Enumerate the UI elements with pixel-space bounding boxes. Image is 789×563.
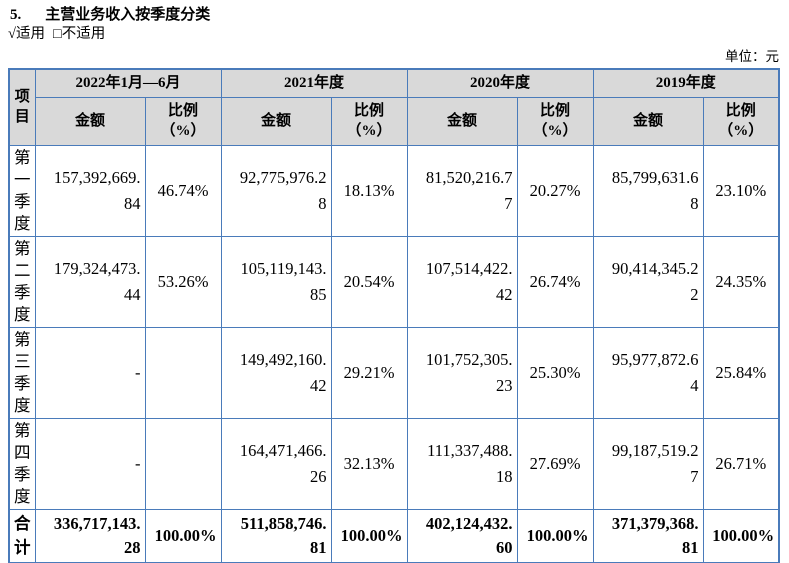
row-item-label: 第一季度: [8, 144, 36, 237]
amount-cell: 99,187,519.27: [592, 417, 704, 510]
table-row: 第二季度 179,324,473.44 53.26% 105,119,143.85 20…: [8, 235, 780, 328]
ratio-cell: 27.69%: [516, 417, 594, 510]
amount-cell: 511,858,746.81: [220, 508, 332, 563]
applicability-line: √适用 □不适用: [8, 26, 781, 43]
amount-cell: 157,392,669.84: [34, 144, 146, 237]
ratio-cell: 25.84%: [702, 326, 780, 419]
header-row-measures: 金额 比例（%） 金额 比例（%） 金额 比例（%） 金额 比例（%）: [9, 96, 780, 146]
table-row: 第三季度 -149,492,160.42 29.21% 101,752,305.23 2…: [8, 326, 780, 419]
ratio-cell: 100.00%: [144, 508, 222, 563]
row-item-label: 合计: [8, 508, 36, 563]
not-applicable-label: □不适用: [52, 26, 106, 42]
ratio-cell: 23.10%: [702, 144, 780, 237]
header-amount: 金额: [592, 96, 704, 146]
section-title: 5. 主营业务收入按季度分类: [10, 6, 781, 24]
ratio-cell: 29.21%: [330, 326, 408, 419]
amount-cell: 164,471,466.26: [220, 417, 332, 510]
ratio-cell: 20.54%: [330, 235, 408, 328]
amount-cell: 149,492,160.42: [220, 326, 332, 419]
amount-cell: 95,977,872.64: [592, 326, 704, 419]
amount-cell: 85,799,631.68: [592, 144, 704, 237]
header-period-2021: 2021年度: [220, 68, 408, 98]
header-period-2020: 2020年度: [406, 68, 594, 98]
amount-cell: 111,337,488.18: [406, 417, 518, 510]
header-period-2019: 2019年度: [592, 68, 780, 98]
amount-cell: 81,520,216.77: [406, 144, 518, 237]
amount-cell: 105,119,143.85: [220, 235, 332, 328]
row-item-label: 第二季度: [8, 235, 36, 328]
amount-cell: 101,752,305.23: [406, 326, 518, 419]
ratio-cell: [144, 326, 222, 419]
header-ratio: 比例（%）: [702, 96, 780, 146]
header-amount: 金额: [34, 96, 146, 146]
amount-cell: 179,324,473.44: [34, 235, 146, 328]
row-item-label: 第四季度: [8, 417, 36, 510]
table-row: 第四季度 -164,471,466.26 32.13% 111,337,488.18 2…: [8, 417, 780, 510]
ratio-cell: 46.74%: [144, 144, 222, 237]
unit-label: 单位：元: [725, 49, 779, 64]
header-period-2022: 2022年1月—6月: [34, 68, 222, 98]
ratio-cell: 100.00%: [702, 508, 780, 563]
ratio-cell: 100.00%: [330, 508, 408, 563]
header-amount: 金额: [406, 96, 518, 146]
header-ratio: 比例（%）: [330, 96, 408, 146]
ratio-cell: 26.74%: [516, 235, 594, 328]
quarterly-revenue-table: 项目 2022年1月—6月 2021年度 2020年度 2019年度 金额 比例…: [8, 68, 781, 563]
amount-cell: 371,379,368.81: [592, 508, 704, 563]
ratio-cell: 24.35%: [702, 235, 780, 328]
amount-cell: 92,775,976.28: [220, 144, 332, 237]
amount-cell: -: [34, 326, 146, 419]
ratio-cell: 25.30%: [516, 326, 594, 419]
header-ratio: 比例（%）: [516, 96, 594, 146]
table-body: 第一季度 157,392,669.84 46.74% 92,775,976.28 18.…: [8, 144, 780, 563]
ratio-cell: [144, 417, 222, 510]
amount-cell: -: [34, 417, 146, 510]
applicable-checked-label: √适用: [8, 26, 45, 42]
ratio-cell: 53.26%: [144, 235, 222, 328]
header-amount: 金额: [220, 96, 332, 146]
table-row: 第一季度 157,392,669.84 46.74% 92,775,976.28 18.…: [8, 144, 780, 237]
ratio-cell: 26.71%: [702, 417, 780, 510]
ratio-cell: 100.00%: [516, 508, 594, 563]
header-row-periods: 项目 2022年1月—6月 2021年度 2020年度 2019年度: [8, 68, 780, 146]
header-ratio: 比例（%）: [144, 96, 222, 146]
amount-cell: 107,514,422.42: [406, 235, 518, 328]
amount-cell: 402,124,432.60: [406, 508, 518, 563]
header-item: 项目: [8, 68, 36, 146]
ratio-cell: 20.27%: [516, 144, 594, 237]
ratio-cell: 18.13%: [330, 144, 408, 237]
section-title-text: 主营业务收入按季度分类: [45, 7, 211, 23]
row-item-label: 第三季度: [8, 326, 36, 419]
section-number: 5.: [10, 7, 22, 23]
total-row: 合计 336,717,143.28 100.00% 511,858,746.81 100…: [8, 508, 780, 563]
amount-cell: 90,414,345.22: [592, 235, 704, 328]
ratio-cell: 32.13%: [330, 417, 408, 510]
amount-cell: 336,717,143.28: [34, 508, 146, 563]
